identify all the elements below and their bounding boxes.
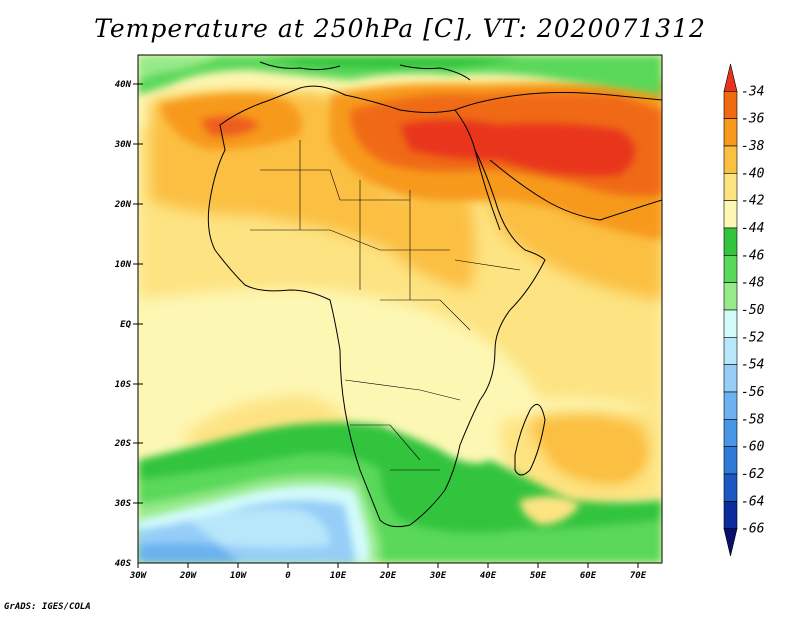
lat-label: 10N [115, 260, 132, 270]
colorbar-segment [723, 419, 738, 447]
lon-label: 30E [429, 571, 447, 581]
colorbar-label: -40 [741, 166, 765, 181]
lon-label: 60E [580, 571, 597, 581]
lat-label: 40S [115, 559, 132, 569]
colorbar-segment [723, 255, 738, 283]
colorbar-label: -42 [741, 194, 765, 209]
colorbar-segment [723, 364, 738, 393]
colorbar-label: -66 [741, 522, 765, 537]
colorbar-label: -64 [741, 494, 764, 509]
lon-label: 20W [179, 571, 198, 581]
colorbar-label: -54 [741, 358, 764, 373]
lon-label: 10E [330, 571, 347, 581]
lat-label: 40N [115, 80, 132, 90]
colorbar-label: -44 [741, 221, 764, 236]
colorbar-label: -50 [741, 303, 765, 318]
lon-label: 20E [379, 571, 397, 581]
grads-credit: GrADS: IGES/COLA [4, 602, 91, 612]
colorbar-label: -36 [741, 112, 765, 127]
colorbar-segment [723, 91, 738, 119]
latitude-labels: 40N 30N 20N 10N EQ 10S 20S 30S 40S [114, 80, 132, 569]
lat-label: 20S [114, 439, 132, 449]
lat-label: EQ [120, 320, 131, 330]
colorbar-segment [723, 446, 738, 475]
colorbar: -34 -36 -38 -40 -42 -44 -46 -48 -50 -52 -54 -56 -58 -… [723, 63, 765, 557]
lon-label: 10W [230, 571, 248, 581]
colorbar-segment [723, 337, 738, 365]
colorbar-label: -46 [741, 248, 765, 263]
lon-label: 30W [129, 571, 148, 581]
colorbar-label: -48 [741, 276, 765, 291]
colorbar-label: -38 [741, 139, 765, 154]
colorbar-label: -34 [741, 84, 764, 99]
plot-frame [137, 54, 663, 564]
country-borders [250, 140, 521, 471]
colorbar-segment [723, 309, 738, 338]
lon-label: 40E [480, 571, 497, 581]
colorbar-segment [723, 391, 738, 420]
map-title: Temperature at 250hPa [C], VT: 202007131… [94, 14, 706, 43]
colorbar-label: -60 [741, 440, 765, 455]
colorbar-segment [723, 282, 738, 311]
colorbar-segment [723, 501, 738, 529]
longitude-labels: 30W 20W 10W 0 10E 20E 30E 40E 50E 60E 70… [129, 571, 647, 581]
colorbar-label: -56 [741, 385, 765, 400]
colorbar-segment [723, 63, 738, 92]
colorbar-segment [723, 173, 738, 201]
colorbar-segment [723, 118, 738, 147]
axis-ticks [133, 83, 639, 568]
colorbar-label: -52 [741, 330, 765, 345]
coastlines [207, 61, 662, 528]
temperature-field [138, 55, 662, 563]
colorbar-label: -62 [741, 467, 765, 482]
colorbar-segment [723, 473, 738, 502]
lat-label: 30S [114, 499, 132, 509]
lon-label: 50E [530, 571, 547, 581]
lon-label: 70E [630, 571, 647, 581]
colorbar-label: -58 [741, 412, 765, 427]
lat-label: 20N [114, 200, 132, 210]
lat-label: 10S [115, 380, 132, 390]
lat-label: 30N [114, 140, 132, 150]
colorbar-segment [723, 528, 738, 557]
colorbar-segment [723, 200, 738, 229]
lon-label: 0 [285, 571, 291, 581]
colorbar-segment [723, 227, 738, 256]
colorbar-segment [723, 145, 738, 174]
